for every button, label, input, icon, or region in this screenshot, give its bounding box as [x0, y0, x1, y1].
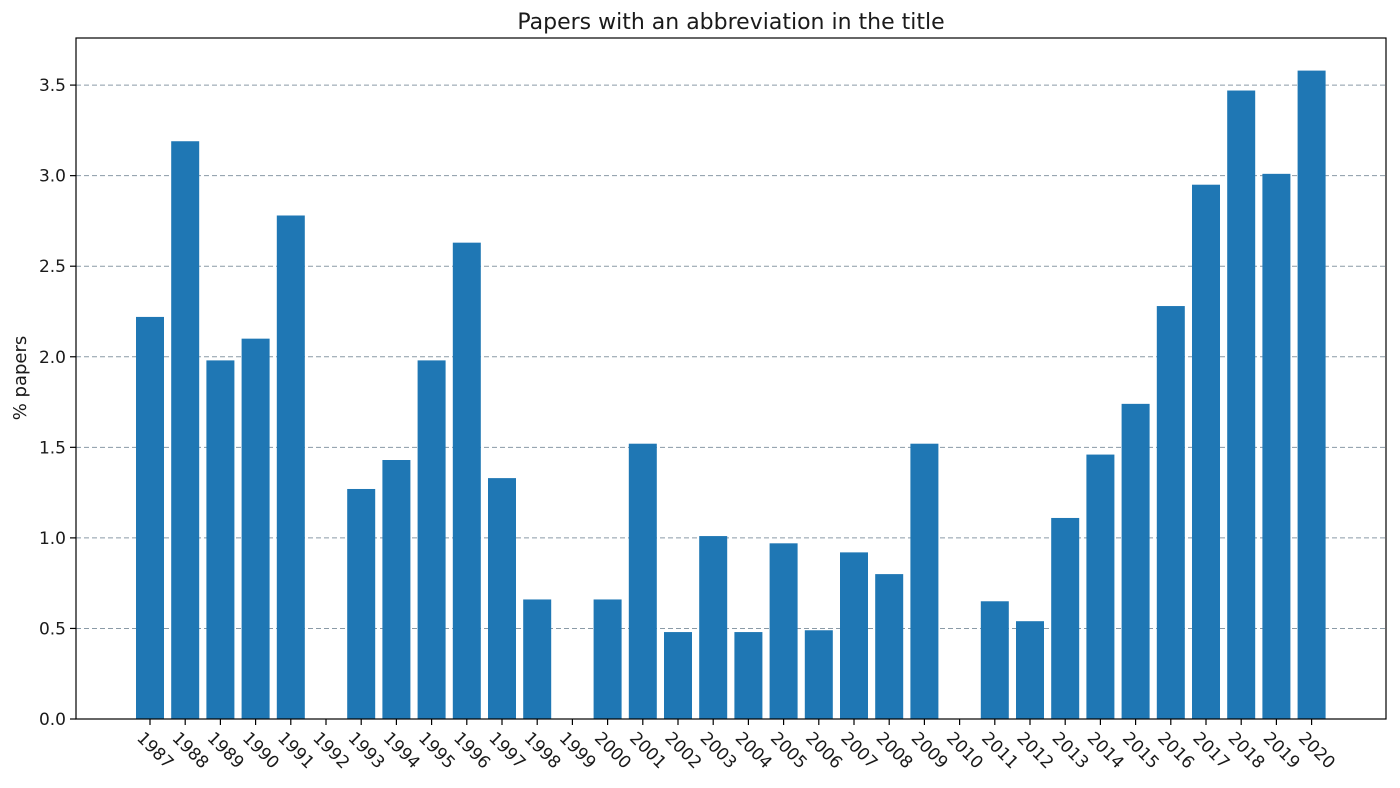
plot-frame [75, 37, 1387, 720]
bar-2007 [840, 552, 868, 719]
bar-1998 [523, 599, 552, 719]
y-tick-label: 2.5 [39, 257, 66, 277]
bar-1994 [382, 460, 411, 719]
x-tick-label: 1992 [308, 728, 353, 773]
x-tick-label: 2007 [836, 728, 881, 773]
y-tick-label: 3.5 [39, 76, 66, 96]
y-tick-label: 1.5 [39, 438, 66, 458]
x-tick-label: 1999 [555, 728, 600, 773]
x-tick-label: 2009 [907, 728, 952, 773]
x-tick-label: 1989 [203, 728, 248, 773]
bar-2008 [875, 574, 904, 719]
bar-2011 [980, 601, 1009, 719]
x-tick-label: 2002 [660, 728, 705, 773]
y-tick-label: 1.0 [39, 529, 66, 549]
x-tick-label: 2014 [1083, 728, 1128, 773]
y-tick-label: 2.0 [39, 348, 66, 368]
x-tick-label: 2000 [590, 728, 635, 773]
bar-1991 [276, 215, 305, 719]
x-tick-label: 1996 [449, 728, 494, 773]
y-tick-label: 3.0 [39, 167, 66, 187]
x-tick-label: 2013 [1048, 728, 1093, 773]
bar-1988 [171, 141, 200, 720]
bar-2005 [769, 543, 798, 719]
bar-2004 [734, 632, 763, 719]
x-tick-label: 1994 [379, 728, 424, 773]
x-tick-label: 1993 [344, 728, 389, 773]
bar-2000 [593, 599, 622, 719]
bar-2018 [1227, 90, 1256, 720]
bar-2006 [804, 630, 833, 719]
bar-2002 [664, 632, 692, 719]
x-tick-label: 2019 [1259, 728, 1304, 773]
x-tick-label: 2006 [801, 728, 846, 773]
x-tick-label: 1988 [168, 728, 213, 773]
x-tick-label: 2016 [1153, 728, 1198, 773]
bar-2016 [1156, 306, 1185, 719]
x-tick-label: 2008 [872, 728, 917, 773]
bar-1993 [347, 488, 376, 719]
bar-2017 [1192, 184, 1220, 720]
bar-2020 [1297, 70, 1326, 719]
y-axis-label: % papers [10, 336, 31, 421]
bar-2009 [910, 443, 939, 719]
bar-2015 [1121, 403, 1150, 719]
x-tick-label: 2010 [942, 728, 987, 773]
y-axis-ticks: 0.0 0.5 1.0 1.5 2.0 2.5 3.0 3.5 [39, 76, 76, 730]
y-tick-label: 0.0 [39, 710, 66, 730]
bar-2001 [628, 443, 657, 719]
x-tick-label: 2011 [977, 728, 1022, 773]
bar-1990 [241, 338, 270, 719]
bar-1989 [206, 360, 235, 719]
bar-2003 [699, 536, 728, 719]
y-tick-label: 0.5 [39, 619, 66, 639]
x-tick-label: 2015 [1118, 728, 1163, 773]
bar-2019 [1262, 173, 1291, 719]
x-tick-label: 2001 [625, 728, 670, 773]
x-tick-label: 2017 [1188, 728, 1233, 773]
chart-title: Papers with an abbreviation in the title [517, 10, 944, 35]
bar-1995 [417, 360, 446, 719]
x-tick-label: 1991 [273, 728, 318, 773]
bar-1987 [136, 316, 164, 719]
x-tick-label: 2018 [1224, 728, 1269, 773]
x-tick-label: 2020 [1294, 728, 1339, 773]
x-tick-label: 1990 [238, 728, 283, 773]
grid-lines [76, 84, 1386, 629]
x-tick-label: 1997 [484, 728, 529, 773]
bar-2012 [1016, 621, 1044, 719]
bar-1996 [452, 242, 481, 719]
bar-1997 [488, 478, 516, 719]
bar-2013 [1051, 517, 1080, 719]
bars [136, 70, 1326, 720]
x-tick-label: 2003 [696, 728, 741, 773]
x-tick-label: 1998 [520, 728, 565, 773]
x-tick-label: 1995 [414, 728, 459, 773]
x-axis-ticks: 1987198819891990199119921993199419951996… [132, 719, 1339, 773]
x-tick-label: 2004 [731, 728, 776, 773]
x-tick-label: 2005 [766, 728, 811, 773]
x-tick-label: 2012 [1012, 728, 1057, 773]
x-tick-label: 1987 [132, 728, 177, 773]
bar-2014 [1086, 454, 1115, 719]
